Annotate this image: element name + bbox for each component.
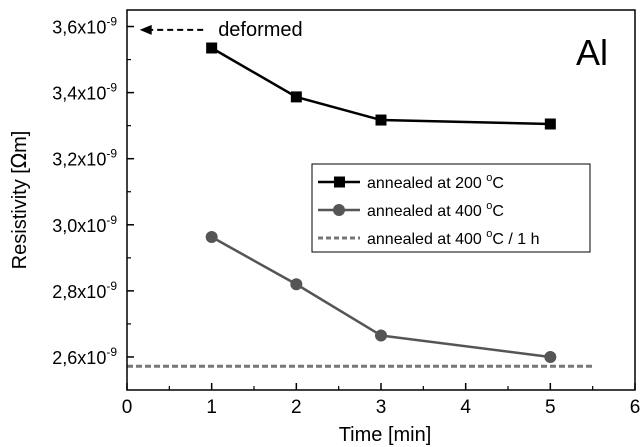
data-point-circle xyxy=(205,231,218,244)
y-axis-label: Resistivity [Ωm] xyxy=(7,131,31,270)
y-tick-label: 3,6x10-9 xyxy=(52,15,117,38)
y-tick-label: 3,4x10-9 xyxy=(52,81,117,104)
y-tick-label: 2,8x10-9 xyxy=(52,279,117,302)
y-tick-label: 3,2x10-9 xyxy=(52,147,117,170)
x-tick-label: 1 xyxy=(206,397,217,418)
data-point-square xyxy=(544,118,556,130)
deformed-arrowhead xyxy=(139,24,152,35)
data-point-circle xyxy=(544,350,557,363)
data-point-circle xyxy=(290,278,303,291)
y-axis-label-prefix: Resistivity [ xyxy=(9,168,31,270)
x-axis-label: Time [min] xyxy=(339,424,432,446)
chart-title: Al xyxy=(576,32,608,73)
legend-label: annealed at 400 oC / 1 h xyxy=(367,228,539,248)
data-point-circle xyxy=(375,329,387,342)
y-axis-label-omega: Ω xyxy=(7,153,31,168)
y-axis-label-suffix: m] xyxy=(9,131,31,153)
data-point-square xyxy=(290,91,302,103)
legend-label: annealed at 200 oC xyxy=(367,172,504,192)
x-tick-label: 3 xyxy=(376,397,387,418)
legend-items: annealed at 200 oC annealed at 400 oC anne… xyxy=(318,172,539,248)
legend: annealed at 200 oC annealed at 400 oC anne… xyxy=(311,163,591,253)
y-tick-label: 2,6x10-9 xyxy=(52,345,117,368)
x-tick-label: 0 xyxy=(122,397,133,418)
x-tick-label: 5 xyxy=(545,397,556,418)
series-line-1 xyxy=(211,46,551,126)
legend-marker-square xyxy=(334,176,345,188)
data-point-square xyxy=(206,42,218,54)
legend-label: annealed at 400 oC xyxy=(367,200,504,220)
plot-frame xyxy=(126,9,636,391)
y-tick-label: 3,0x10-9 xyxy=(52,213,117,236)
axis-ticks: 0 1 2 3 4 5 6 2,6x10-9 2,8x10-9 3,0x10-9 3,2x10-9 3… xyxy=(52,15,640,418)
legend-marker-circle xyxy=(333,204,345,216)
data-point-square xyxy=(375,114,387,126)
deformed-label: deformed xyxy=(218,19,303,41)
plot-series xyxy=(127,42,593,368)
x-tick-label: 2 xyxy=(291,397,302,418)
x-tick-label: 6 xyxy=(630,397,640,418)
x-tick-label: 4 xyxy=(460,397,471,418)
series-line-2 xyxy=(211,235,551,359)
